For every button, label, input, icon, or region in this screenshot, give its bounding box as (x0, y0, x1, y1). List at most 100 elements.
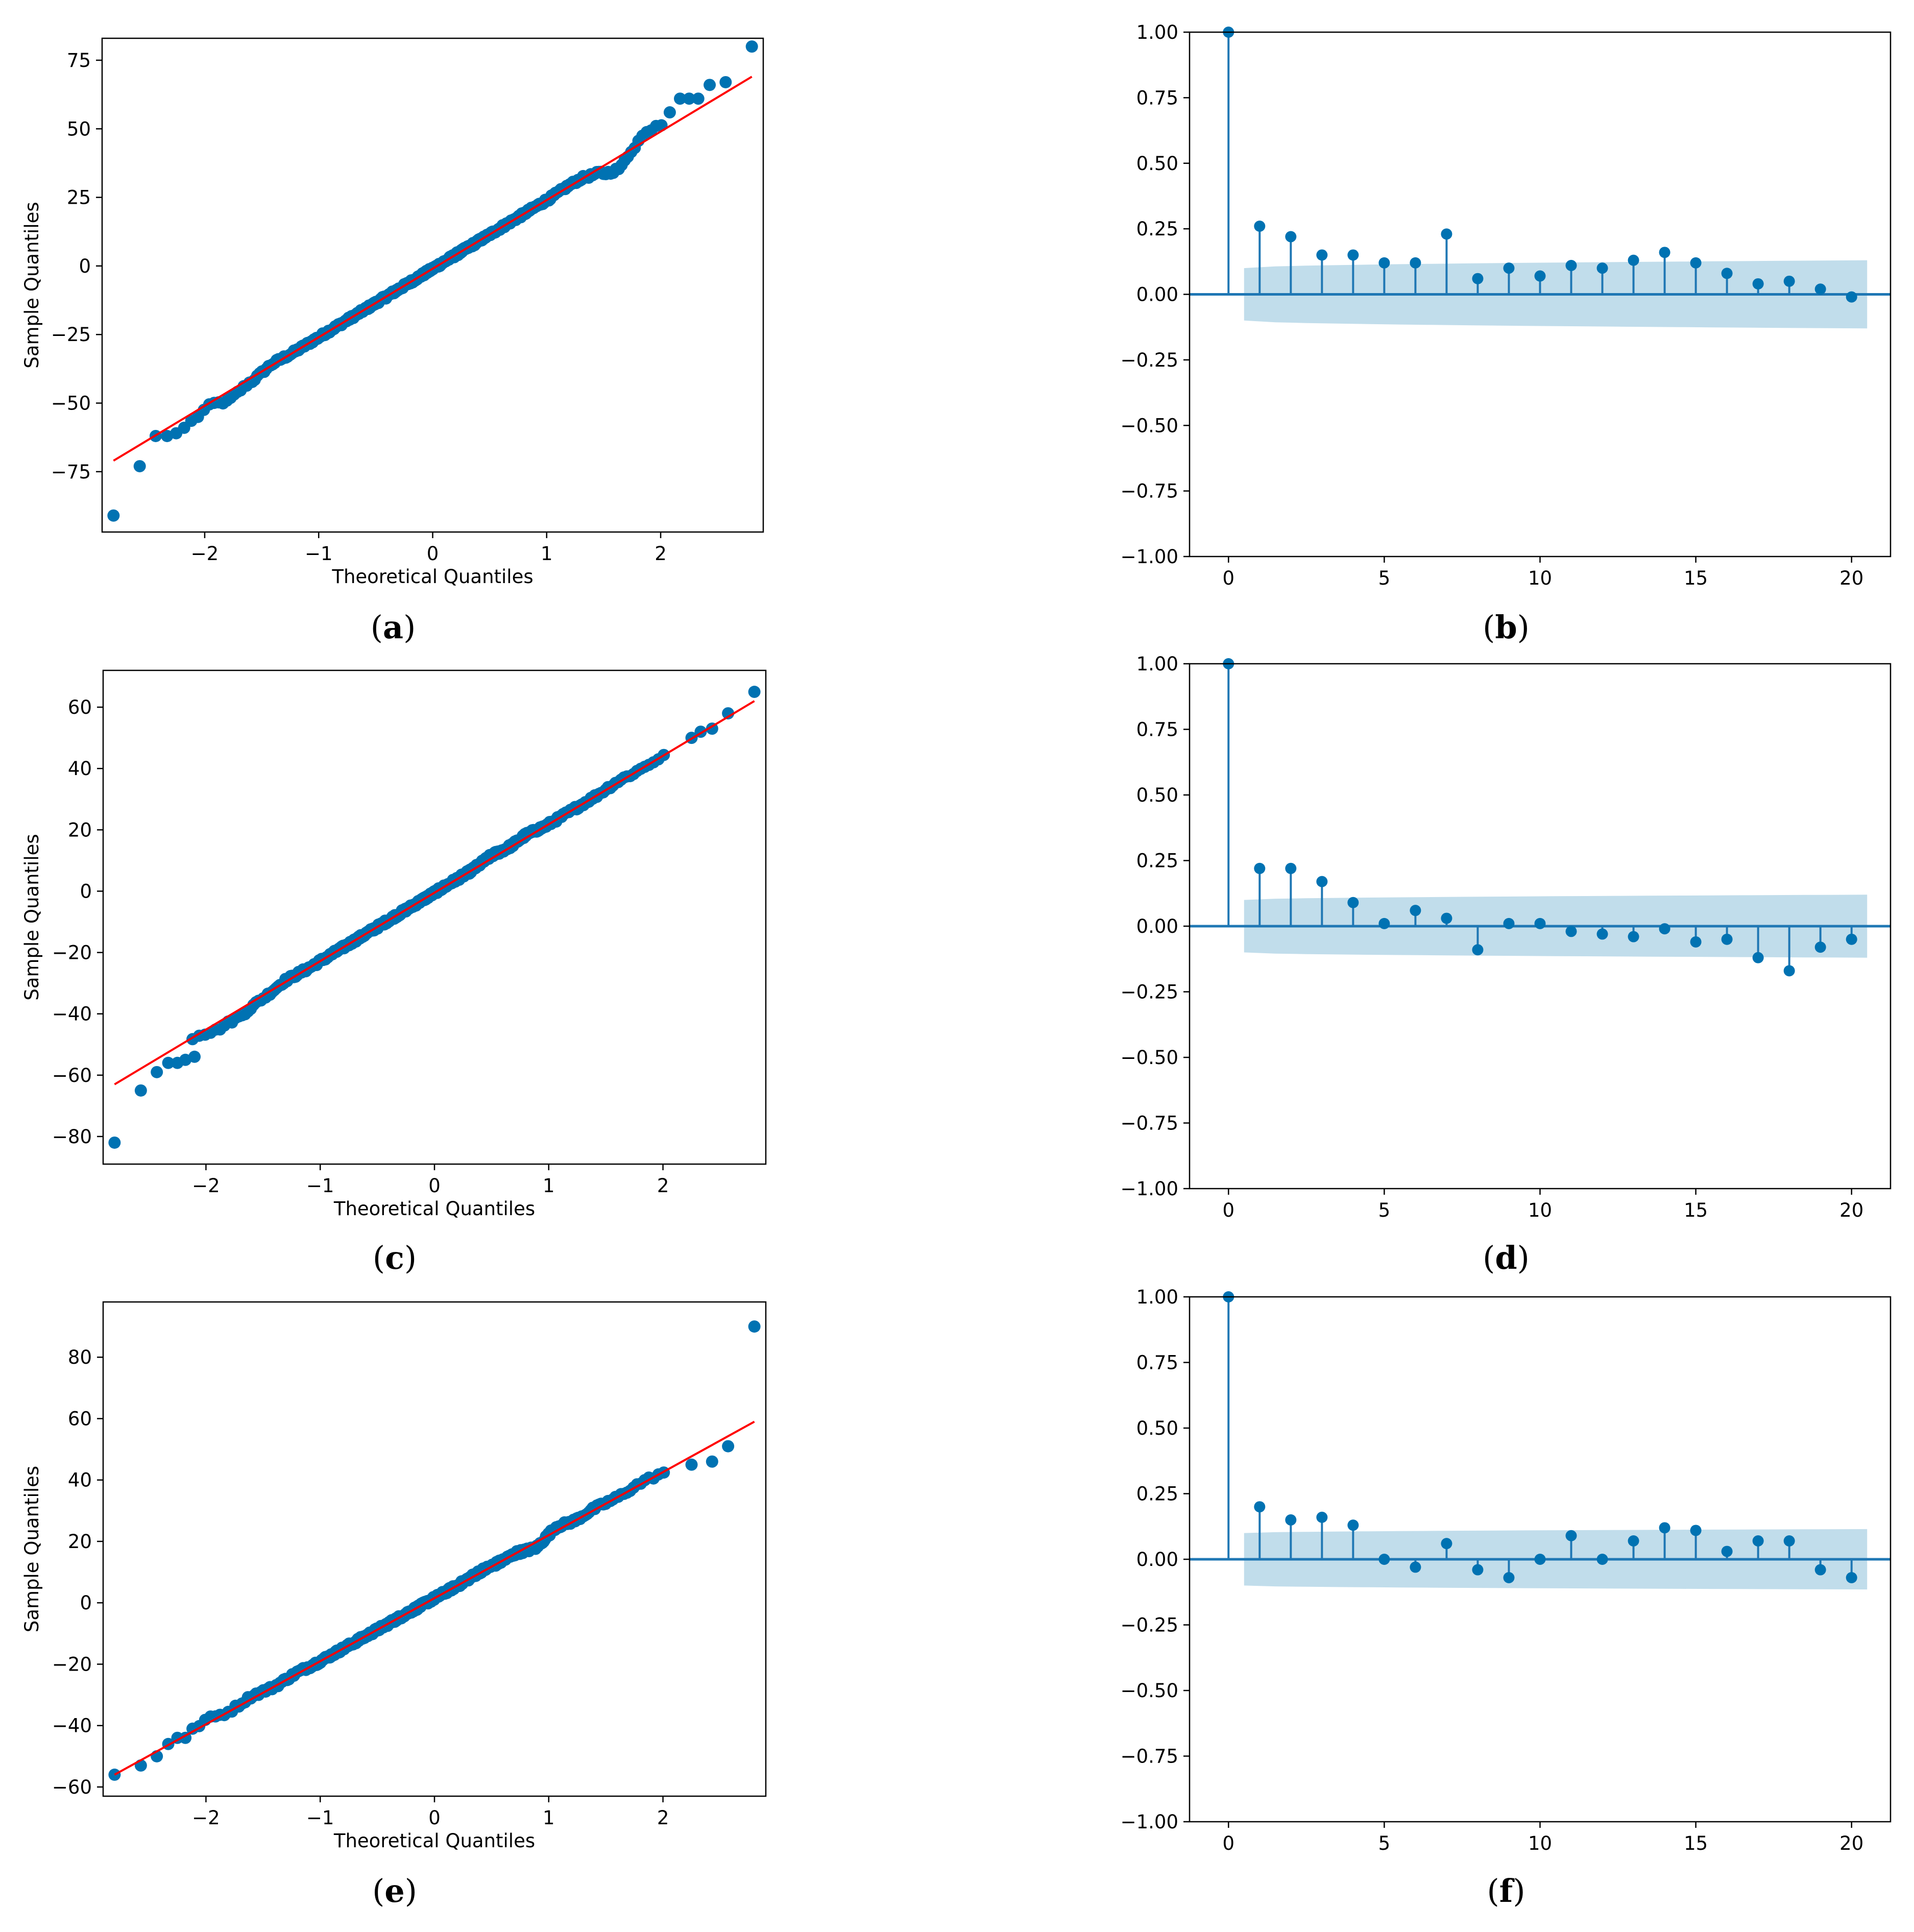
y-tick-label: 0.75 (1136, 719, 1178, 741)
axes-frame (102, 669, 767, 1165)
acf-marker (1628, 254, 1639, 266)
y-tick-label: 0.25 (1136, 218, 1178, 240)
acf-marker (1596, 1554, 1608, 1565)
y-tick-label: 25 (67, 187, 91, 209)
acf-marker (1721, 1545, 1733, 1557)
y-tick-label: 60 (68, 696, 92, 718)
panel-caption: (f) (1487, 1872, 1525, 1910)
panel-b: 1.00 0.75 0.50 0.25 0.00 −0.25 −0.50 −0.75 −1.00… (1121, 21, 1892, 646)
acf-marker (1690, 1525, 1702, 1536)
qq-point (704, 79, 716, 91)
acf-marker (1846, 1572, 1857, 1583)
x-axis-title: Theoretical Quantiles (333, 1830, 535, 1852)
acf-marker (1503, 262, 1515, 274)
axes-frame (101, 37, 764, 533)
y-tick-label: −0.75 (1121, 1746, 1178, 1768)
acf-marker (1690, 936, 1702, 948)
y-tick-label: 0 (80, 1592, 92, 1614)
qq-point (722, 707, 735, 720)
qq-point (745, 40, 758, 53)
y-tick-label: −0.25 (1121, 981, 1178, 1003)
axes-frame (1189, 1296, 1892, 1823)
panel-caption: (d) (1483, 1239, 1530, 1276)
panel-caption-letter: c (385, 1239, 404, 1276)
acf-marker (1285, 862, 1297, 874)
acf-marker (1472, 1564, 1484, 1576)
acf-marker (1814, 1564, 1826, 1576)
qq-point (162, 1056, 175, 1069)
acf-marker (1752, 952, 1764, 963)
y-tick-label: 0.00 (1136, 915, 1178, 937)
y-tick-label: 80 (68, 1346, 92, 1368)
panel-c: −80 −60 −40 −20 0 20 40 60 −2 −1 0 1 2 Theoretical Qu… (21, 669, 767, 1276)
y-tick-label: 0.25 (1136, 1483, 1178, 1505)
y-tick-label: 40 (68, 758, 92, 780)
acf-marker (1378, 1554, 1390, 1565)
qq-point (706, 1455, 718, 1468)
qq-point (685, 1458, 698, 1471)
qq-point (748, 686, 761, 698)
axes-frame (1189, 663, 1892, 1190)
y-tick-label: 20 (68, 1531, 92, 1553)
acf-marker (1347, 897, 1359, 908)
panel-d: 1.00 0.75 0.50 0.25 0.00 −0.25 −0.50 −0.75 −1.00… (1121, 653, 1892, 1276)
acf-marker (1783, 1535, 1795, 1547)
y-tick-label: 0.00 (1136, 1549, 1178, 1571)
acf-marker (1503, 1572, 1515, 1583)
x-tick-label: 2 (657, 1807, 669, 1829)
x-tick-label: 0 (1223, 1832, 1235, 1854)
acf-marker (1347, 1519, 1359, 1531)
y-axis-title: Sample Quantiles (21, 1466, 43, 1632)
x-tick-label: 5 (1378, 567, 1391, 589)
y-tick-label: −50 (51, 393, 91, 415)
y-tick-label: 0 (80, 880, 92, 902)
panel-a: −75 −50 −25 0 25 50 75 −2 −1 0 1 2 Theoretical Quant… (21, 37, 764, 646)
acf-marker (1472, 944, 1484, 956)
acf-marker (1596, 262, 1608, 274)
y-tick-label: 0.75 (1136, 1352, 1178, 1374)
x-tick-label: 1 (541, 543, 553, 565)
qq-point (748, 1320, 761, 1333)
panel-e: −60 −40 −20 0 20 40 60 80 −2 −1 0 1 2 Theoretical Qua… (21, 1301, 767, 1910)
x-tick-label: 10 (1528, 1199, 1552, 1221)
x-tick-label: 0 (428, 1175, 441, 1197)
x-tick-label: 10 (1528, 1832, 1552, 1854)
x-tick-label: 0 (428, 1807, 441, 1829)
y-tick-label: 1.00 (1136, 1286, 1178, 1308)
y-tick-label: −0.75 (1121, 1113, 1178, 1134)
acf-marker (1534, 1554, 1546, 1565)
acf-marker (1783, 275, 1795, 287)
y-tick-label: 0.50 (1136, 1417, 1178, 1439)
qq-points (107, 40, 758, 522)
x-tick-label: 0 (427, 543, 439, 565)
x-tick-label: 20 (1839, 1832, 1863, 1854)
y-tick-label: −20 (52, 942, 92, 964)
y-tick-label: −25 (51, 324, 91, 346)
x-tick-label: 15 (1684, 1832, 1708, 1854)
acf-marker (1721, 268, 1733, 279)
y-tick-label: 0.00 (1136, 284, 1178, 306)
y-tick-label: −0.50 (1121, 1047, 1178, 1069)
acf-marker (1628, 1535, 1639, 1547)
x-tick-label: 5 (1378, 1199, 1391, 1221)
x-tick-label: 20 (1839, 1199, 1863, 1221)
reference-line (114, 1420, 755, 1776)
y-tick-label: −0.75 (1121, 480, 1178, 502)
panel-caption: (a) (371, 609, 416, 646)
qq-point (683, 92, 695, 105)
acf-marker (1285, 1514, 1297, 1526)
y-tick-label: 0.50 (1136, 153, 1178, 175)
y-tick-label: −0.50 (1121, 415, 1178, 437)
x-tick-label: 15 (1684, 1199, 1708, 1221)
y-tick-label: 20 (68, 819, 92, 841)
acf-marker (1534, 917, 1546, 929)
y-tick-label: 75 (67, 50, 91, 71)
y-tick-label: −80 (52, 1126, 92, 1148)
y-tick-label: −20 (52, 1653, 92, 1675)
y-axis-title: Sample Quantiles (21, 834, 43, 1000)
x-tick-label: 5 (1378, 1832, 1391, 1854)
acf-marker (1659, 247, 1670, 258)
acf-marker (1254, 862, 1266, 874)
acf-marker (1410, 905, 1421, 916)
